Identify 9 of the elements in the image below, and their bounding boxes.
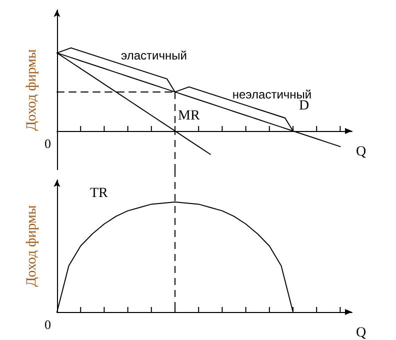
- series-label: TR: [90, 186, 109, 201]
- annotation: эластичный: [121, 48, 187, 62]
- y-axis-title: Доход фирмы: [24, 204, 40, 287]
- text: 0: [44, 317, 51, 332]
- y-axis-title: Доход фирмы: [24, 48, 40, 131]
- series-label: MR: [178, 108, 200, 124]
- x-axis-title: Q: [356, 326, 366, 340]
- x-axis-title: Q: [356, 144, 366, 160]
- text: 0: [44, 136, 51, 151]
